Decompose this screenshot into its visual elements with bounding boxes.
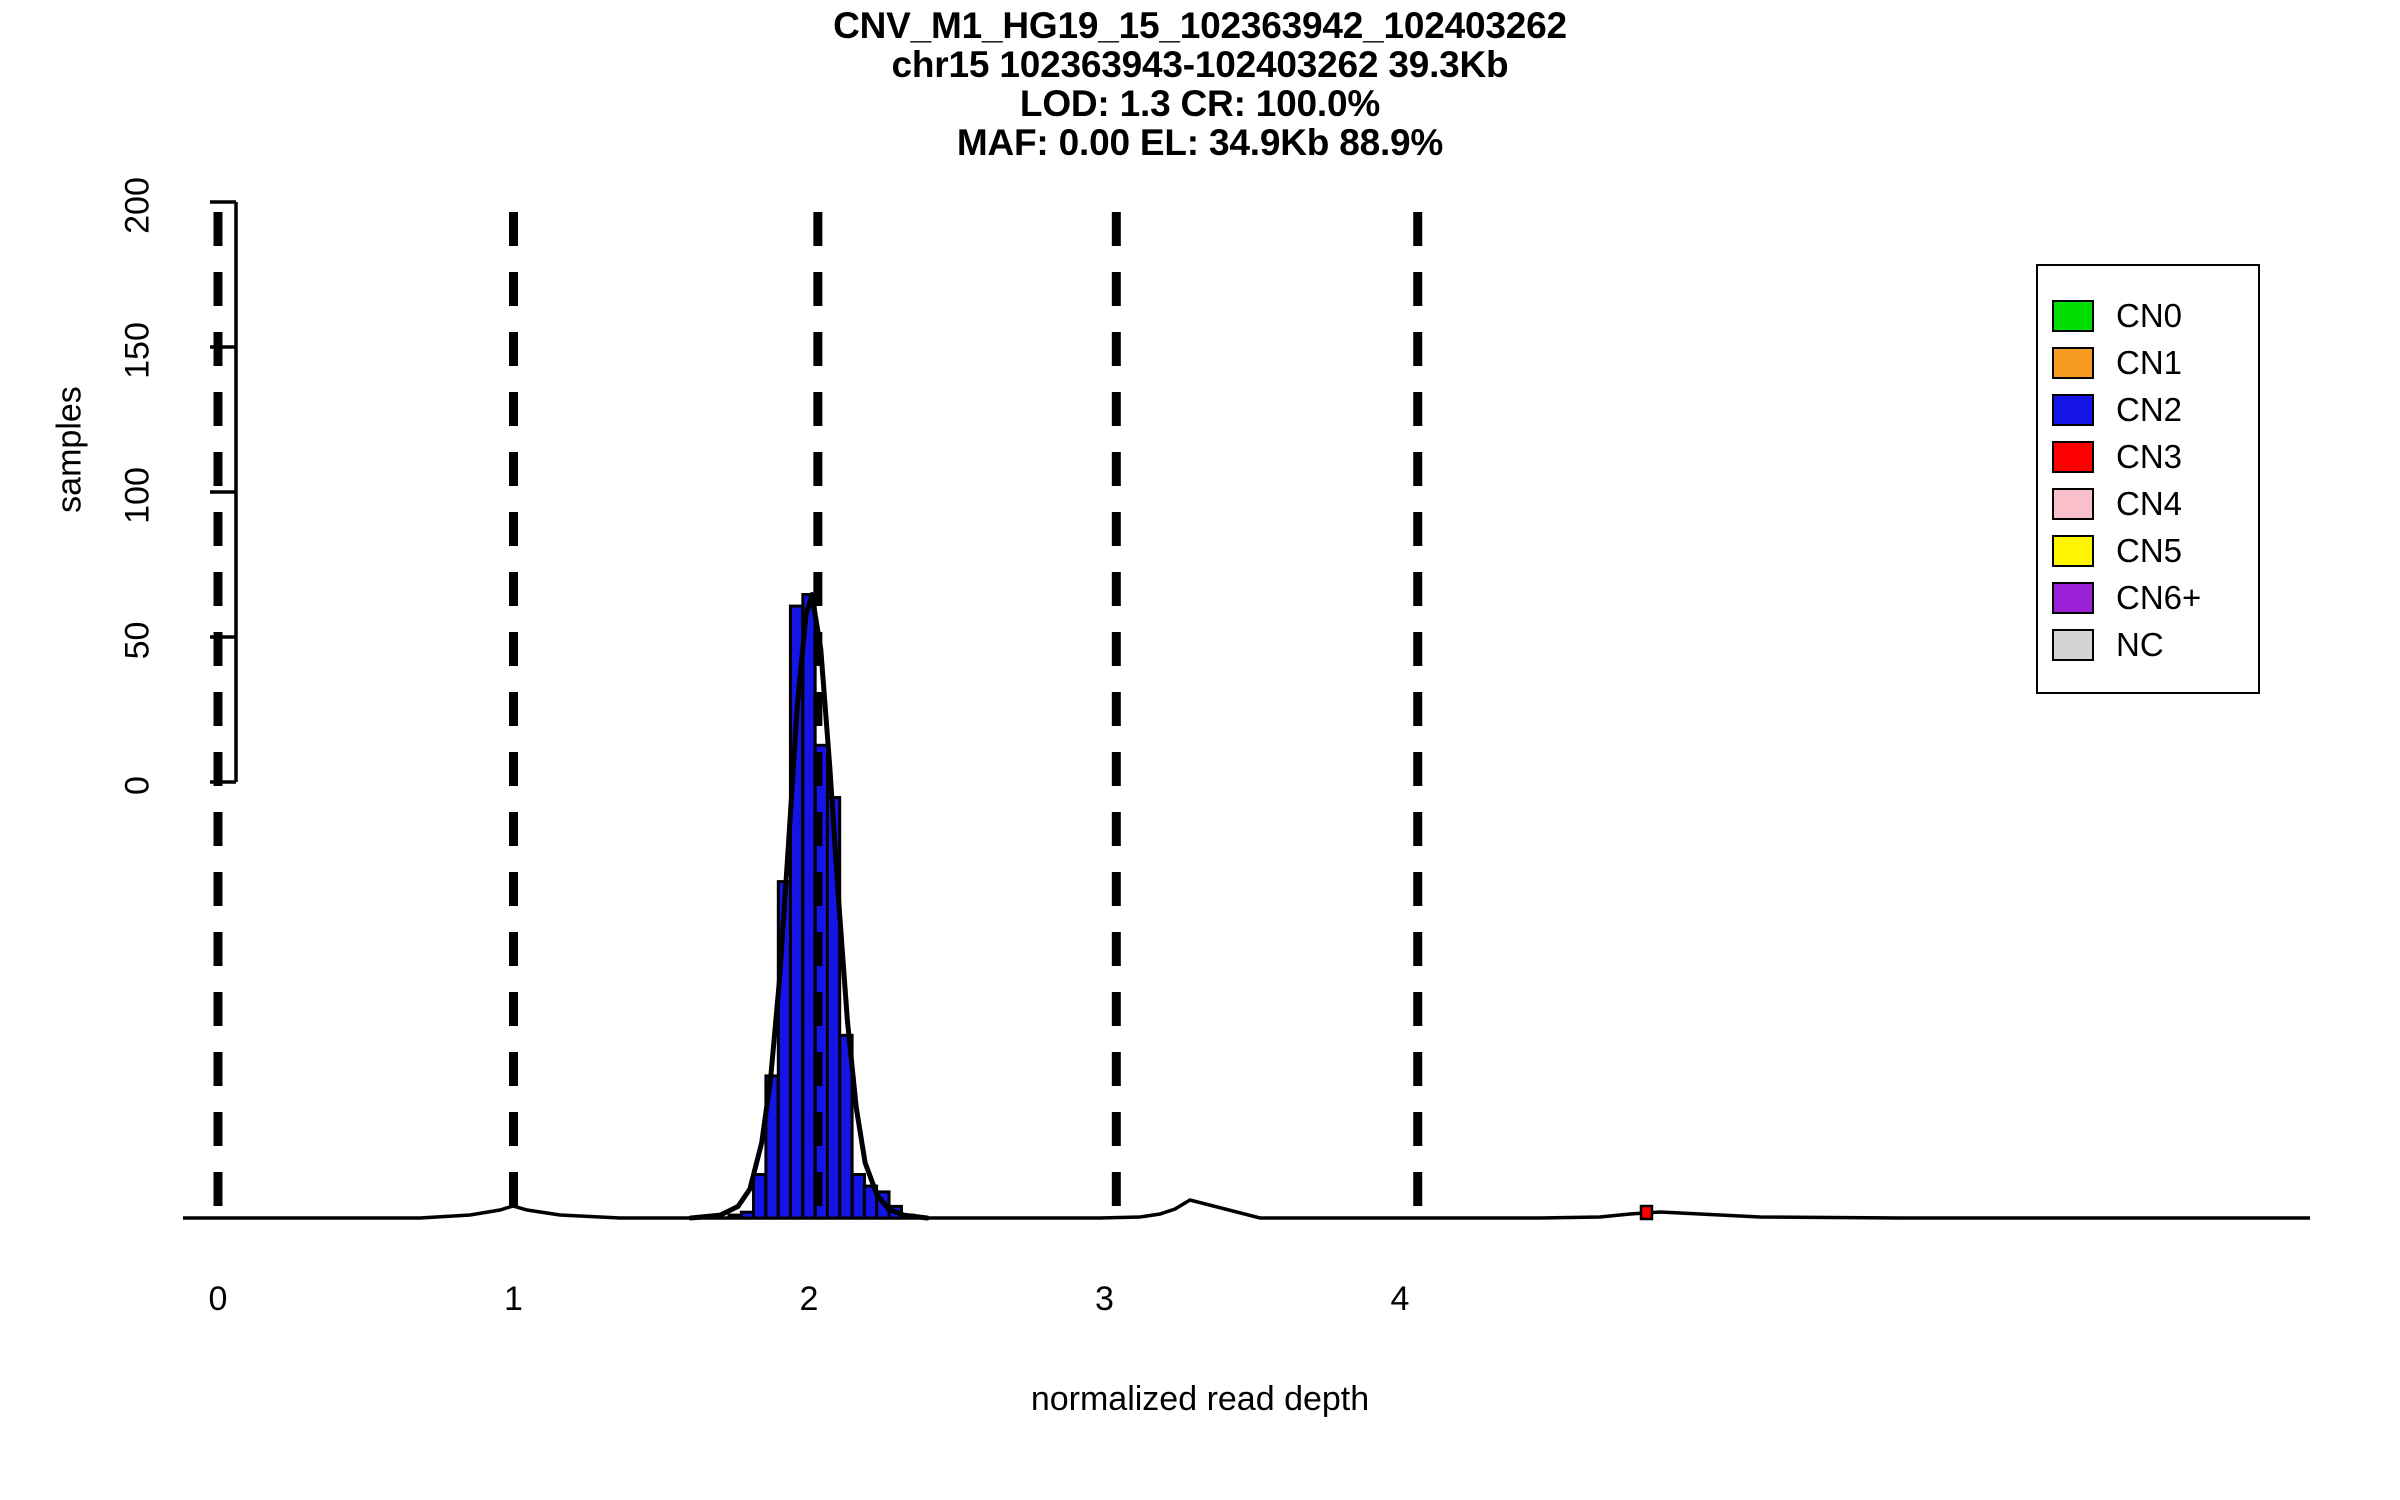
x-axis bbox=[218, 1220, 2310, 1245]
title-line-1: CNV_M1_HG19_15_102363942_102403262 bbox=[833, 5, 1567, 46]
title-line-4: MAF: 0.00 EL: 34.9Kb 88.9% bbox=[956, 122, 1444, 163]
cn3-noise-mark bbox=[1639, 1204, 1654, 1221]
y-tick-label-0: 0 bbox=[118, 776, 157, 795]
legend-item-label: CN3 bbox=[2116, 438, 2183, 475]
legend-item-label: CN5 bbox=[2116, 532, 2183, 569]
plot-title: CNV_M1_HG19_15_102363942_102403262 chr15… bbox=[0, 6, 2400, 162]
density-curve bbox=[688, 592, 930, 1221]
x-tick-label-2: 2 bbox=[799, 1280, 819, 1318]
legend-item-cn0[interactable]: CN0 bbox=[2052, 292, 2201, 339]
legend-swatch-icon bbox=[2052, 487, 2094, 520]
x-tick-label-4: 4 bbox=[1390, 1280, 1410, 1318]
legend-swatch-icon bbox=[2052, 628, 2094, 661]
legend-items: CN0 CN1 CN2 CN3 CN4 CN5 CN6+ NC bbox=[2052, 292, 2201, 668]
legend-swatch-icon bbox=[2052, 393, 2094, 426]
legend-item-label: NC bbox=[2116, 626, 2164, 663]
legend-swatch-icon bbox=[2052, 581, 2094, 614]
legend-item-nc[interactable]: NC bbox=[2052, 621, 2201, 668]
y-tick-label-100: 100 bbox=[118, 467, 157, 524]
histogram-bar bbox=[751, 1173, 768, 1220]
x-tick-label-3: 3 bbox=[1095, 1280, 1114, 1318]
legend-item-cn3[interactable]: CN3 bbox=[2052, 433, 2201, 480]
legend-item-label: CN6+ bbox=[2116, 579, 2202, 616]
legend-swatch-icon bbox=[2052, 346, 2094, 379]
legend-swatch-icon bbox=[2052, 440, 2094, 473]
histogram-bar bbox=[801, 593, 817, 1220]
x-tick-label-1: 1 bbox=[504, 1280, 523, 1318]
legend-item-label: CN2 bbox=[2116, 391, 2183, 428]
legend-box: CN0 CN1 CN2 CN3 CN4 CN5 CN6+ NC bbox=[2036, 264, 2260, 694]
y-tick-label-200: 200 bbox=[118, 177, 157, 234]
legend-item-label: CN4 bbox=[2116, 485, 2183, 522]
legend-item-cn4[interactable]: CN4 bbox=[2052, 480, 2201, 527]
legend-item-label: CN0 bbox=[2116, 297, 2183, 334]
y-tick-label-50: 50 bbox=[118, 621, 157, 660]
histogram-bar bbox=[739, 1210, 756, 1220]
x-tick-label-0: 0 bbox=[208, 1280, 228, 1318]
y-tick-label-150: 150 bbox=[118, 322, 157, 379]
legend-item-cn1[interactable]: CN1 bbox=[2052, 339, 2201, 386]
baseline-density-line bbox=[183, 1198, 2310, 1220]
legend-swatch-icon bbox=[2052, 534, 2094, 567]
legend-item-label: CN1 bbox=[2116, 344, 2183, 381]
y-axis-title: samples bbox=[50, 386, 89, 513]
title-line-3: LOD: 1.3 CR: 100.0% bbox=[1019, 83, 1381, 124]
histogram-bar bbox=[727, 1213, 743, 1220]
legend-swatch-icon bbox=[2052, 299, 2094, 332]
title-line-2: chr15 102363943-102403262 39.3Kb bbox=[891, 44, 1509, 85]
histogram-bars bbox=[727, 593, 916, 1220]
legend-item-cn6plus[interactable]: CN6+ bbox=[2052, 574, 2201, 621]
histogram-bar bbox=[850, 1173, 867, 1220]
legend-item-cn5[interactable]: CN5 bbox=[2052, 527, 2201, 574]
histogram-bar bbox=[838, 1033, 854, 1220]
legend-item-cn2[interactable]: CN2 bbox=[2052, 386, 2201, 433]
threshold-lines bbox=[213, 212, 1423, 1225]
x-axis-title: normalized read depth bbox=[1030, 1380, 1370, 1418]
